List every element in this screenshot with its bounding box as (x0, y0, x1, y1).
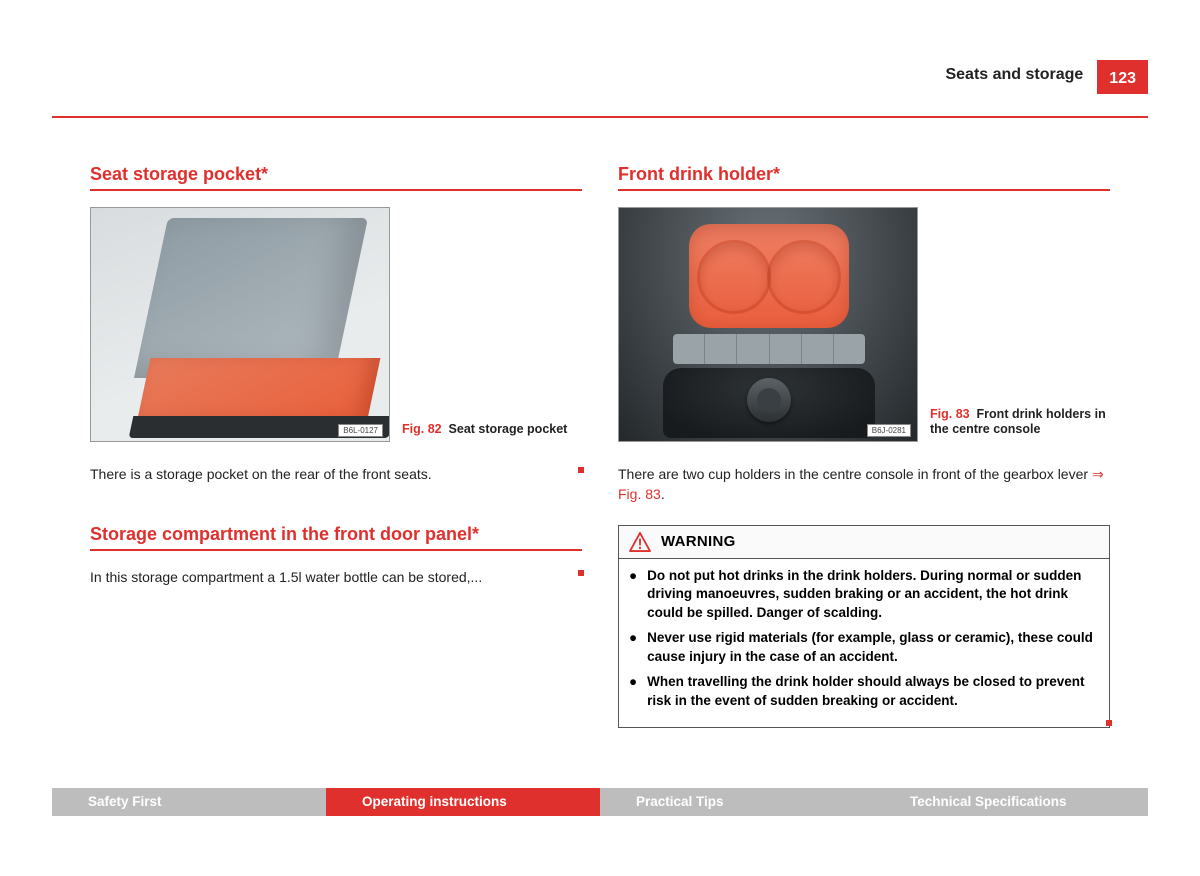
page-header: Seats and storage 123 (52, 60, 1148, 94)
warning-body: ●Do not put hot drinks in the drink hold… (619, 559, 1109, 727)
tab-operating-instructions[interactable]: Operating instructions (326, 788, 600, 816)
left-column: Seat storage pocket* B6L-0127 Fig. 82 Se… (90, 164, 582, 728)
section1-body-block: There is a storage pocket on the rear of… (90, 464, 582, 484)
warning-triangle-icon (629, 532, 651, 552)
figure-83-image: B6J-0281 (618, 207, 918, 442)
bullet-icon: ● (629, 567, 637, 624)
figure-83-id: Fig. 83 (930, 407, 970, 421)
section3-body: There are two cup holders in the centre … (618, 464, 1110, 505)
figure-82-image: B6L-0127 (90, 207, 390, 442)
content-columns: Seat storage pocket* B6L-0127 Fig. 82 Se… (52, 164, 1148, 728)
section2-body-block: In this storage compartment a 1.5l water… (90, 567, 582, 587)
end-marker-icon (1106, 720, 1112, 726)
figure-82-text: Seat storage pocket (449, 422, 568, 436)
tab-practical-tips[interactable]: Practical Tips (600, 788, 874, 816)
tab-technical-specifications[interactable]: Technical Specifications (874, 788, 1148, 816)
header-rule (52, 116, 1148, 118)
end-marker-icon (578, 467, 584, 473)
warning-box: WARNING ●Do not put hot drinks in the dr… (618, 525, 1110, 728)
chapter-title: Seats and storage (945, 60, 1097, 94)
footer-tabs: Safety First Operating instructions Prac… (52, 788, 1148, 816)
warning-item: Never use rigid materials (for example, … (647, 629, 1099, 667)
bullet-icon: ● (629, 673, 637, 711)
body-text: . (661, 486, 665, 502)
figure-83-row: B6J-0281 Fig. 83 Front drink holders in … (618, 207, 1110, 442)
warning-item: When travelling the drink holder should … (647, 673, 1099, 711)
warning-header: WARNING (619, 526, 1109, 559)
right-column: Front drink holder* B6J-0281 (618, 164, 1110, 728)
figure-82-code: B6L-0127 (338, 424, 383, 437)
section1-body: There is a storage pocket on the rear of… (90, 464, 582, 484)
warning-title: WARNING (661, 533, 736, 550)
warning-item: Do not put hot drinks in the drink holde… (647, 567, 1099, 624)
figure-82-id: Fig. 82 (402, 422, 442, 436)
section-heading: Storage compartment in the front door pa… (90, 524, 582, 551)
page-number: 123 (1097, 60, 1148, 94)
section-heading: Seat storage pocket* (90, 164, 582, 191)
section2-body: In this storage compartment a 1.5l water… (90, 567, 582, 587)
manual-page: Seats and storage 123 Seat storage pocke… (0, 0, 1200, 876)
bullet-icon: ● (629, 629, 637, 667)
figure-82-caption: Fig. 82 Seat storage pocket (402, 422, 582, 442)
tab-safety-first[interactable]: Safety First (52, 788, 326, 816)
figure-83-code: B6J-0281 (867, 424, 911, 437)
body-text: There are two cup holders in the centre … (618, 466, 1092, 482)
end-marker-icon (578, 570, 584, 576)
warning-wrapper: WARNING ●Do not put hot drinks in the dr… (618, 525, 1110, 728)
section-heading: Front drink holder* (618, 164, 1110, 191)
figure-82-row: B6L-0127 Fig. 82 Seat storage pocket (90, 207, 582, 442)
figure-83-caption: Fig. 83 Front drink holders in the centr… (930, 407, 1110, 442)
